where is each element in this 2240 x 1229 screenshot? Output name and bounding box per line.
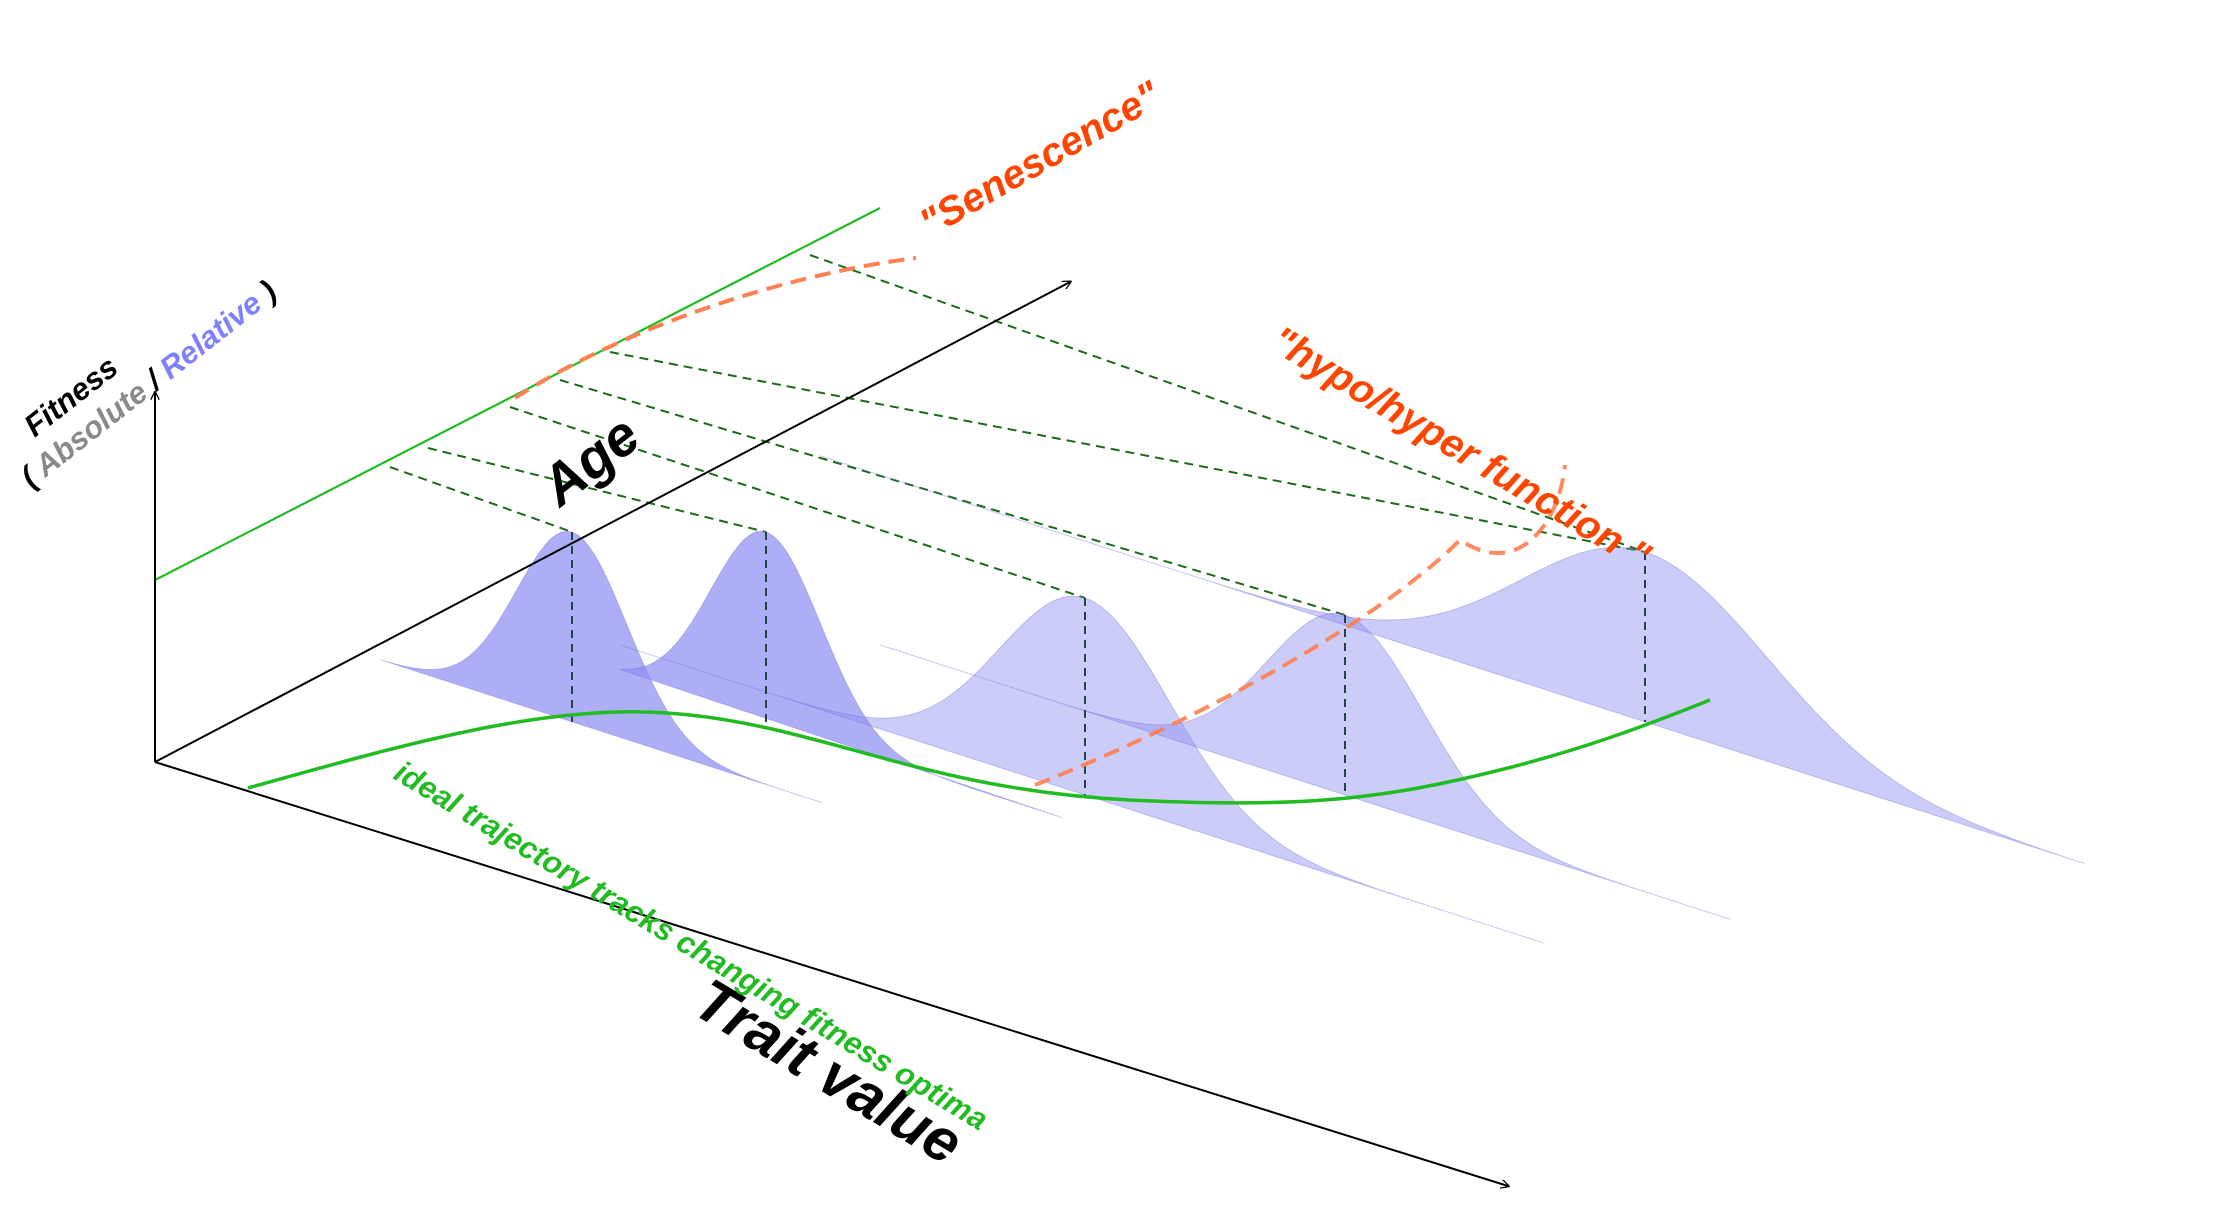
peak-markers — [571, 532, 1646, 795]
age-axis-label: Age — [527, 403, 651, 519]
hypo-hyper-function-label: "hypo/hyper function " — [1263, 318, 1658, 580]
senescence-label: "Senescence" — [913, 73, 1169, 246]
ideal-trajectory-label: ideal trajectory tracks changing fitness… — [388, 754, 994, 1137]
projection-line-4 — [559, 379, 1346, 616]
projection-line-6 — [809, 254, 1646, 553]
fitness-axis-label: Fitness ( Absolute / Relative ) — [0, 244, 283, 495]
projection-line-3 — [509, 406, 1086, 599]
projection-line-5 — [609, 351, 1646, 553]
projection-line-1 — [389, 466, 573, 533]
age-axis — [154, 282, 1070, 763]
ideal-trajectory-curve — [247, 698, 1711, 805]
hypo-hyper-dash — [1034, 464, 1567, 787]
age-profile-curves — [379, 455, 2085, 944]
fitness-relative: Relative — [153, 285, 268, 386]
projection-line-2 — [427, 447, 767, 533]
fitness-ceiling-line — [154, 207, 881, 581]
trait-value-axis — [154, 761, 1508, 1186]
age-profile-curve-1 — [379, 530, 823, 804]
senescence-dash — [513, 256, 917, 400]
age-profile-curve-2 — [619, 530, 1063, 819]
age-profile-curve-5 — [819, 455, 2085, 864]
projection-lines — [389, 254, 1646, 616]
age-profile-curve-4 — [879, 612, 1731, 920]
